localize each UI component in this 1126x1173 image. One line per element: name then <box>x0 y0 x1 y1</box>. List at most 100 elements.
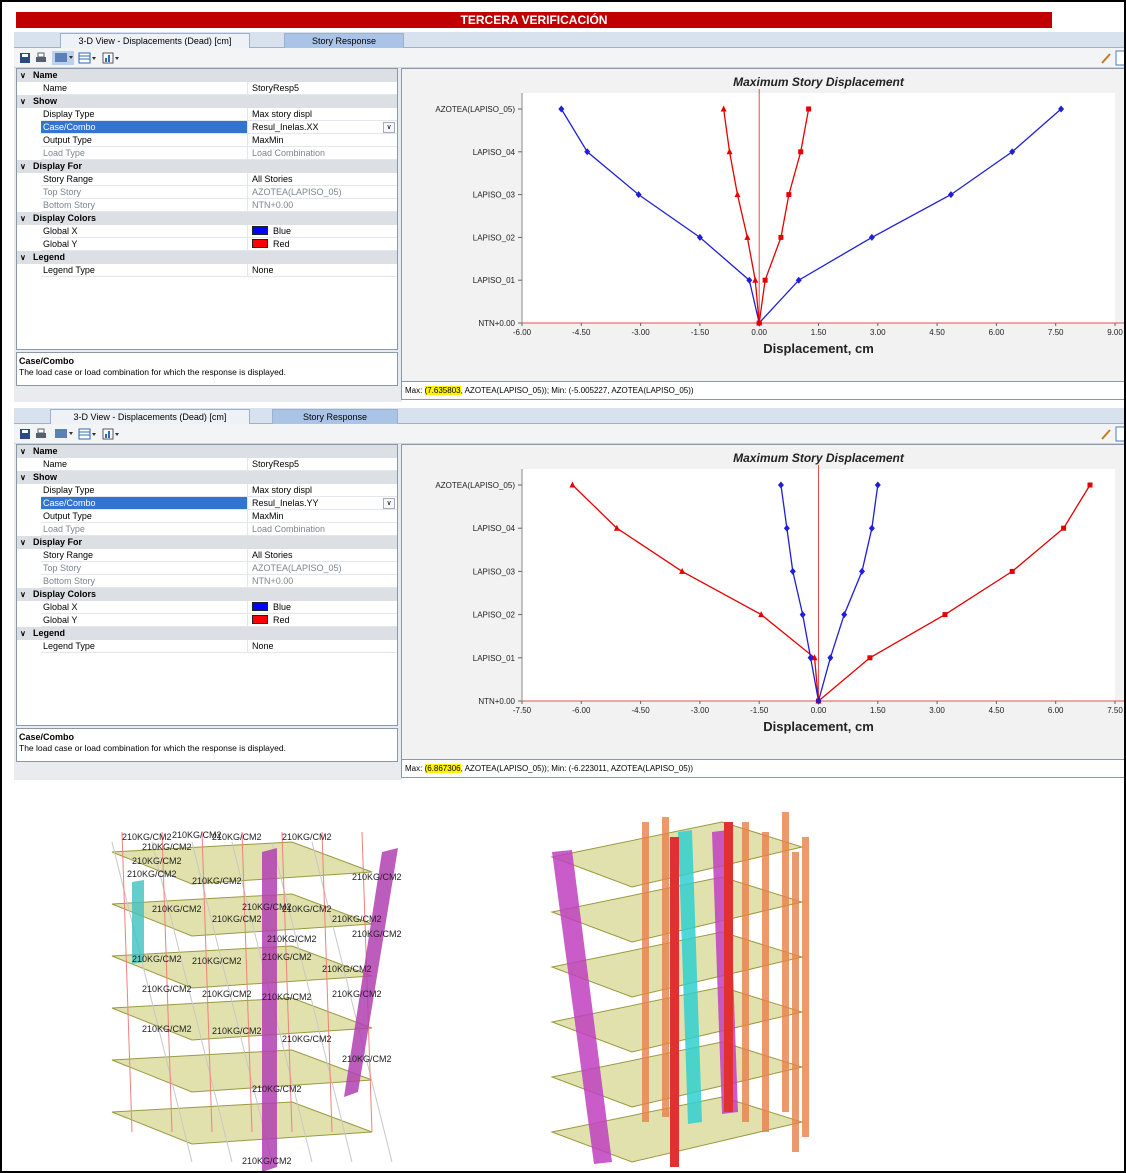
property-row[interactable]: Global X Blue <box>17 601 397 614</box>
property-grid: ∨ Name Name StoryResp5 ∨ Show Display Type Max … <box>16 68 398 350</box>
column-line <box>161 831 173 1133</box>
table-icon[interactable] <box>78 427 98 441</box>
property-value[interactable]: StoryResp5 <box>247 458 397 471</box>
property-row[interactable]: Top Story AZOTEA(LAPISO_05) <box>17 562 397 575</box>
property-row[interactable]: Global Y Red <box>17 238 397 251</box>
property-value-text: Blue <box>273 602 292 612</box>
collapse-chevron-icon[interactable]: ∨ <box>20 253 26 262</box>
save-icon[interactable] <box>18 427 32 441</box>
data-point <box>569 481 576 488</box>
property-row[interactable]: Display Type Max story displ <box>17 484 397 497</box>
collapse-chevron-icon[interactable]: ∨ <box>20 447 26 456</box>
property-value[interactable]: Load Combination <box>247 523 397 536</box>
collapse-chevron-icon[interactable]: ∨ <box>20 214 26 223</box>
color-swatch[interactable] <box>252 615 268 624</box>
property-category[interactable]: ∨ Legend <box>17 627 397 640</box>
property-category[interactable]: ∨ Show <box>17 95 397 108</box>
material-label: 210KG/CM2 <box>142 984 192 994</box>
display-icon[interactable] <box>52 51 74 65</box>
description-title: Case/Combo <box>19 732 75 742</box>
print-icon[interactable] <box>34 427 48 441</box>
property-value[interactable]: NTN+0.00 <box>247 199 397 212</box>
property-category[interactable]: ∨ Display For <box>17 536 397 549</box>
collapse-chevron-icon[interactable]: ∨ <box>20 473 26 482</box>
tab-3d-view[interactable]: 3-D View - Displacements (Dead) [cm] <box>60 33 250 48</box>
property-category[interactable]: ∨ Show <box>17 471 397 484</box>
property-category[interactable]: ∨ Name <box>17 69 397 82</box>
property-category[interactable]: ∨ Display Colors <box>17 212 397 225</box>
property-value[interactable]: Max story displ <box>247 484 397 497</box>
property-row[interactable]: Bottom Story NTN+0.00 <box>17 199 397 212</box>
property-row[interactable]: Load Type Load Combination <box>17 147 397 160</box>
collapse-chevron-icon[interactable]: ∨ <box>20 162 26 171</box>
property-value[interactable]: AZOTEA(LAPISO_05) <box>247 186 397 199</box>
dropdown-arrow-icon[interactable]: ∨ <box>383 498 395 509</box>
collapse-chevron-icon[interactable]: ∨ <box>20 538 26 547</box>
property-category[interactable]: ∨ Display Colors <box>17 588 397 601</box>
collapse-chevron-icon[interactable]: ∨ <box>20 71 26 80</box>
collapse-chevron-icon[interactable]: ∨ <box>20 97 26 106</box>
property-value[interactable]: None <box>247 264 397 277</box>
property-value[interactable]: Blue <box>247 225 397 238</box>
property-value[interactable]: NTN+0.00 <box>247 575 397 588</box>
display-icon[interactable] <box>52 427 74 441</box>
property-value[interactable]: StoryResp5 <box>247 82 397 95</box>
table-icon[interactable] <box>78 51 98 65</box>
tab-story-response[interactable]: Story Response <box>272 409 398 424</box>
property-row[interactable]: Case/Combo Resul_Inelas.YY ∨ <box>17 497 397 510</box>
property-row[interactable]: Story Range All Stories <box>17 549 397 562</box>
edit-pencil-icon[interactable] <box>1098 426 1124 442</box>
property-value[interactable]: Red <box>247 238 397 251</box>
property-row[interactable]: Load Type Load Combination <box>17 523 397 536</box>
property-category[interactable]: ∨ Display For <box>17 160 397 173</box>
property-value[interactable]: Resul_Inelas.YY ∨ <box>247 497 397 510</box>
grid-line <box>151 841 233 1163</box>
property-category[interactable]: ∨ Legend <box>17 251 397 264</box>
status-min-text: , AZOTEA(LAPISO_05)); Min: (-5.005227, A… <box>460 386 694 395</box>
property-value[interactable]: Red <box>247 614 397 627</box>
property-row[interactable]: Name StoryResp5 <box>17 458 397 471</box>
tab-3d-view[interactable]: 3-D View - Displacements (Dead) [cm] <box>50 409 250 424</box>
color-swatch[interactable] <box>252 226 268 235</box>
chart-icon[interactable] <box>102 51 122 65</box>
property-key: Global X <box>41 601 247 614</box>
property-value[interactable]: Resul_Inelas.XX ∨ <box>247 121 397 134</box>
property-row[interactable]: Case/Combo Resul_Inelas.XX ∨ <box>17 121 397 134</box>
chart-icon[interactable] <box>102 427 122 441</box>
property-row[interactable]: Global X Blue <box>17 225 397 238</box>
status-max-prefix: Max: <box>405 764 425 773</box>
property-value[interactable]: MaxMin <box>247 134 397 147</box>
color-swatch[interactable] <box>252 602 268 611</box>
color-swatch[interactable] <box>252 239 268 248</box>
property-value[interactable]: All Stories <box>247 549 397 562</box>
property-row[interactable]: Bottom Story NTN+0.00 <box>17 575 397 588</box>
save-icon[interactable] <box>18 51 32 65</box>
property-row[interactable]: Story Range All Stories <box>17 173 397 186</box>
series-line <box>572 484 820 702</box>
property-row[interactable]: Output Type MaxMin <box>17 510 397 523</box>
property-row[interactable]: Global Y Red <box>17 614 397 627</box>
property-row[interactable]: Legend Type None <box>17 264 397 277</box>
tab-story-response[interactable]: Story Response <box>284 33 404 48</box>
collapse-chevron-icon[interactable]: ∨ <box>20 590 26 599</box>
collapse-chevron-icon[interactable]: ∨ <box>20 629 26 638</box>
property-value[interactable]: Max story displ <box>247 108 397 121</box>
property-value[interactable]: Blue <box>247 601 397 614</box>
material-label: 210KG/CM2 <box>282 904 332 914</box>
dropdown-arrow-icon[interactable]: ∨ <box>383 122 395 133</box>
property-value[interactable]: All Stories <box>247 173 397 186</box>
data-point <box>758 611 765 618</box>
property-value[interactable]: None <box>247 640 397 653</box>
property-value[interactable]: Load Combination <box>247 147 397 160</box>
property-category[interactable]: ∨ Name <box>17 445 397 458</box>
print-icon[interactable] <box>34 51 48 65</box>
property-row[interactable]: Legend Type None <box>17 640 397 653</box>
edit-pencil-icon[interactable] <box>1098 50 1124 66</box>
property-row[interactable]: Top Story AZOTEA(LAPISO_05) <box>17 186 397 199</box>
property-row[interactable]: Display Type Max story displ <box>17 108 397 121</box>
x-tick-label: 0.00 <box>811 706 827 715</box>
property-value[interactable]: AZOTEA(LAPISO_05) <box>247 562 397 575</box>
property-row[interactable]: Name StoryResp5 <box>17 82 397 95</box>
property-value[interactable]: MaxMin <box>247 510 397 523</box>
property-row[interactable]: Output Type MaxMin <box>17 134 397 147</box>
